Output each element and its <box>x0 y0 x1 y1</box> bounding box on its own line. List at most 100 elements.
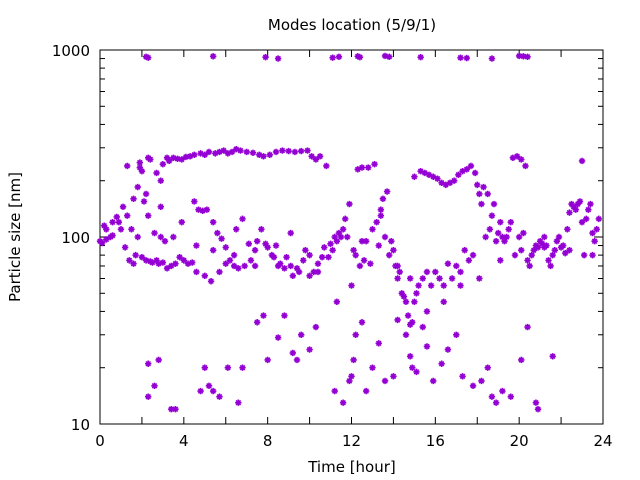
data-point <box>293 265 301 272</box>
data-point <box>344 233 351 241</box>
data-point <box>230 262 238 270</box>
data-point <box>134 233 141 241</box>
data-point <box>576 198 584 205</box>
data-point <box>444 260 452 267</box>
data-point <box>245 240 253 247</box>
data-point <box>507 393 514 400</box>
chart-title: Modes location (5/9/1) <box>268 16 436 34</box>
data-point <box>159 259 167 266</box>
data-point <box>539 240 546 247</box>
data-point <box>413 290 420 297</box>
data-point <box>103 236 110 243</box>
y-tick-label: 1000 <box>52 42 90 60</box>
data-point <box>163 154 171 162</box>
data-point <box>459 373 466 380</box>
data-point <box>375 242 382 249</box>
data-point <box>237 147 244 154</box>
data-point <box>228 148 236 156</box>
data-point <box>300 257 307 264</box>
data-point <box>145 54 152 61</box>
data-point <box>486 226 494 233</box>
data-point <box>543 242 550 249</box>
x-axis-label: Time [hour] <box>307 458 396 476</box>
data-point <box>274 55 282 62</box>
data-point <box>316 153 324 160</box>
data-point <box>490 200 498 208</box>
data-point <box>218 235 225 242</box>
data-point <box>230 251 238 259</box>
data-point <box>388 237 395 245</box>
data-point <box>130 260 137 267</box>
data-point <box>509 154 517 162</box>
data-point <box>377 212 385 219</box>
data-point <box>142 190 150 198</box>
data-point <box>350 356 357 364</box>
data-point <box>585 206 592 213</box>
data-point <box>184 260 192 267</box>
data-point <box>394 316 401 324</box>
data-point <box>126 257 133 264</box>
data-point <box>201 364 208 371</box>
data-point <box>270 253 278 261</box>
data-point <box>580 251 588 259</box>
data-point <box>507 218 514 226</box>
data-point <box>138 253 146 261</box>
data-point <box>109 232 116 239</box>
data-point <box>526 262 533 270</box>
data-point <box>478 200 485 208</box>
data-point <box>453 331 460 338</box>
data-point <box>358 164 366 171</box>
data-point <box>524 53 531 60</box>
data-point <box>501 237 508 245</box>
data-point <box>511 251 519 259</box>
data-point <box>289 272 297 280</box>
data-point <box>348 282 355 289</box>
data-point <box>365 164 372 171</box>
tick-labels: 0 4 8 12 16 20 24 10 100 1000 <box>52 42 613 450</box>
data-point <box>216 393 223 400</box>
data-point <box>151 229 158 237</box>
data-point <box>362 237 370 245</box>
data-point <box>274 334 282 341</box>
data-points <box>96 52 603 413</box>
data-point <box>350 246 357 254</box>
data-point <box>356 262 364 270</box>
data-point <box>352 331 359 338</box>
data-point <box>492 237 500 245</box>
data-point <box>335 53 343 60</box>
data-point <box>295 268 303 276</box>
data-point <box>327 240 334 247</box>
data-point <box>235 399 242 406</box>
data-point <box>381 377 389 385</box>
data-point <box>430 173 437 180</box>
data-point <box>151 382 158 390</box>
data-point <box>358 237 366 245</box>
data-point <box>394 262 401 270</box>
data-point <box>427 282 435 289</box>
data-point <box>293 356 301 364</box>
data-point <box>442 181 450 189</box>
data-point <box>249 149 257 157</box>
data-point <box>193 268 200 276</box>
data-point <box>168 405 175 413</box>
data-point <box>574 200 582 208</box>
data-point <box>541 233 548 241</box>
data-point <box>145 393 152 400</box>
data-point <box>549 251 556 259</box>
data-point <box>310 268 317 276</box>
data-point <box>149 259 156 266</box>
data-point <box>373 218 380 226</box>
data-point <box>484 190 491 198</box>
data-point <box>346 200 353 208</box>
data-point <box>180 257 188 264</box>
data-point <box>455 171 462 179</box>
data-point <box>136 159 144 166</box>
data-point <box>157 177 164 184</box>
data-point <box>142 257 150 264</box>
data-point <box>277 260 284 267</box>
x-tick-label: 20 <box>510 432 529 450</box>
data-point <box>155 356 162 364</box>
data-point <box>457 282 464 289</box>
data-point <box>371 161 378 168</box>
data-point <box>157 233 164 241</box>
